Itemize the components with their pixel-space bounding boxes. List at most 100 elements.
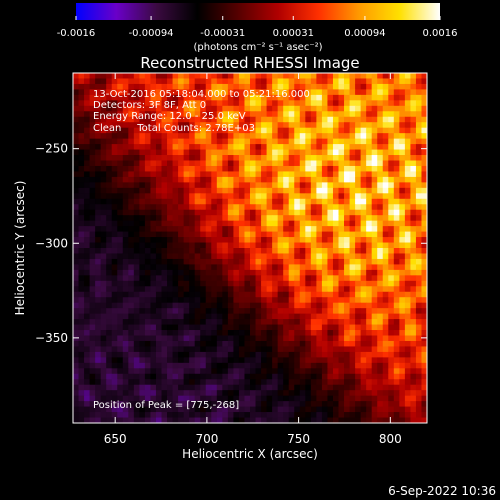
heatmap-cell: [277, 280, 284, 287]
heatmap-cell: [128, 122, 135, 129]
heatmap-cell: [117, 78, 124, 85]
heatmap-cell: [205, 253, 212, 260]
heatmap-cell: [250, 406, 256, 413]
heatmap-cell: [205, 384, 212, 391]
heatmap-cell: [161, 340, 168, 347]
heatmap-cell: [216, 379, 223, 386]
heatmap-cell: [349, 379, 356, 386]
heatmap-cell: [360, 160, 367, 167]
heatmap-cell: [316, 89, 323, 96]
heatmap-cell: [299, 78, 306, 85]
heatmap-cell: [421, 138, 428, 145]
heatmap-cell: [388, 198, 395, 205]
heatmap-cell: [95, 330, 102, 336]
heatmap-cell: [178, 324, 185, 331]
heatmap-cell: [355, 351, 362, 358]
heatmap-cell: [73, 330, 79, 336]
heatmap-cell: [117, 324, 124, 331]
heatmap-cell: [167, 73, 173, 79]
heatmap-cell: [78, 215, 85, 222]
heatmap-cell: [310, 89, 317, 96]
heatmap-cell: [216, 116, 223, 123]
heatmap-cell: [244, 362, 251, 369]
heatmap-cell: [371, 291, 378, 298]
heatmap-cell: [133, 379, 140, 386]
heatmap-cell: [382, 308, 389, 315]
heatmap-cell: [189, 373, 196, 380]
heatmap-cell: [216, 384, 223, 391]
heatmap-cell: [366, 171, 373, 178]
heatmap-cell: [344, 149, 350, 156]
heatmap-cell: [255, 384, 262, 391]
heatmap-cell: [117, 122, 124, 129]
heatmap-cell: [393, 100, 400, 107]
heatmap-cell: [106, 242, 113, 249]
heatmap-cell: [211, 226, 218, 232]
heatmap-cell: [122, 165, 129, 172]
heatmap-cell: [366, 302, 373, 309]
heatmap-cell: [233, 401, 240, 407]
heatmap-cell: [327, 302, 334, 309]
heatmap-cell: [283, 182, 290, 189]
heatmap-cell: [272, 286, 279, 293]
heatmap-cell: [355, 362, 362, 369]
heatmap-cell: [73, 395, 79, 402]
heatmap-cell: [388, 286, 395, 293]
heatmap-cell: [211, 231, 218, 238]
heatmap-cell: [360, 209, 367, 216]
heatmap-cell: [305, 105, 312, 112]
heatmap-cell: [255, 297, 262, 304]
heatmap-cell: [266, 198, 273, 205]
heatmap-cell: [277, 335, 284, 342]
heatmap-cell: [183, 133, 190, 140]
heatmap-cell: [272, 215, 279, 222]
heatmap-cell: [255, 138, 262, 145]
heatmap-cell: [272, 373, 279, 380]
heatmap-cell: [305, 291, 312, 298]
heatmap-cell: [266, 308, 273, 315]
heatmap-cell: [404, 78, 411, 85]
heatmap-cell: [200, 313, 207, 320]
heatmap-cell: [172, 83, 179, 90]
heatmap-cell: [294, 100, 301, 107]
heatmap-cell: [194, 73, 201, 79]
heatmap-cell: [360, 319, 367, 325]
heatmap-cell: [415, 122, 422, 129]
heatmap-cell: [355, 346, 362, 353]
heatmap-cell: [299, 215, 306, 222]
heatmap-cell: [321, 406, 328, 413]
heatmap-cell: [327, 401, 334, 407]
heatmap-cell: [211, 105, 218, 112]
heatmap-cell: [404, 105, 411, 112]
heatmap-cell: [155, 122, 162, 129]
heatmap-cell: [299, 275, 306, 282]
heatmap-cell: [266, 89, 273, 96]
heatmap-cell: [172, 176, 179, 183]
heatmap-cell: [250, 373, 256, 380]
heatmap-cell: [255, 193, 262, 200]
heatmap-cell: [266, 258, 273, 265]
heatmap-cell: [106, 351, 113, 358]
heatmap-cell: [111, 226, 118, 232]
heatmap-cell: [244, 133, 251, 140]
heatmap-cell: [288, 78, 295, 85]
heatmap-cell: [178, 319, 185, 325]
heatmap-cell: [84, 297, 90, 304]
heatmap-cell: [183, 258, 190, 265]
heatmap-cell: [344, 100, 350, 107]
heatmap-cell: [399, 384, 406, 391]
heatmap-cell: [200, 193, 207, 200]
heatmap-cell: [415, 269, 422, 276]
heatmap-cell: [393, 308, 400, 315]
heatmap-cell: [283, 127, 290, 134]
heatmap-cell: [122, 242, 129, 249]
heatmap-cell: [338, 105, 345, 112]
heatmap-cell: [89, 379, 96, 386]
heatmap-cell: [95, 412, 102, 418]
heatmap-cell: [393, 171, 400, 178]
heatmap-cell: [167, 280, 173, 287]
heatmap-cell: [288, 412, 295, 418]
heatmap-cell: [255, 187, 262, 194]
heatmap-cell: [349, 291, 356, 298]
heatmap-cell: [150, 231, 157, 238]
